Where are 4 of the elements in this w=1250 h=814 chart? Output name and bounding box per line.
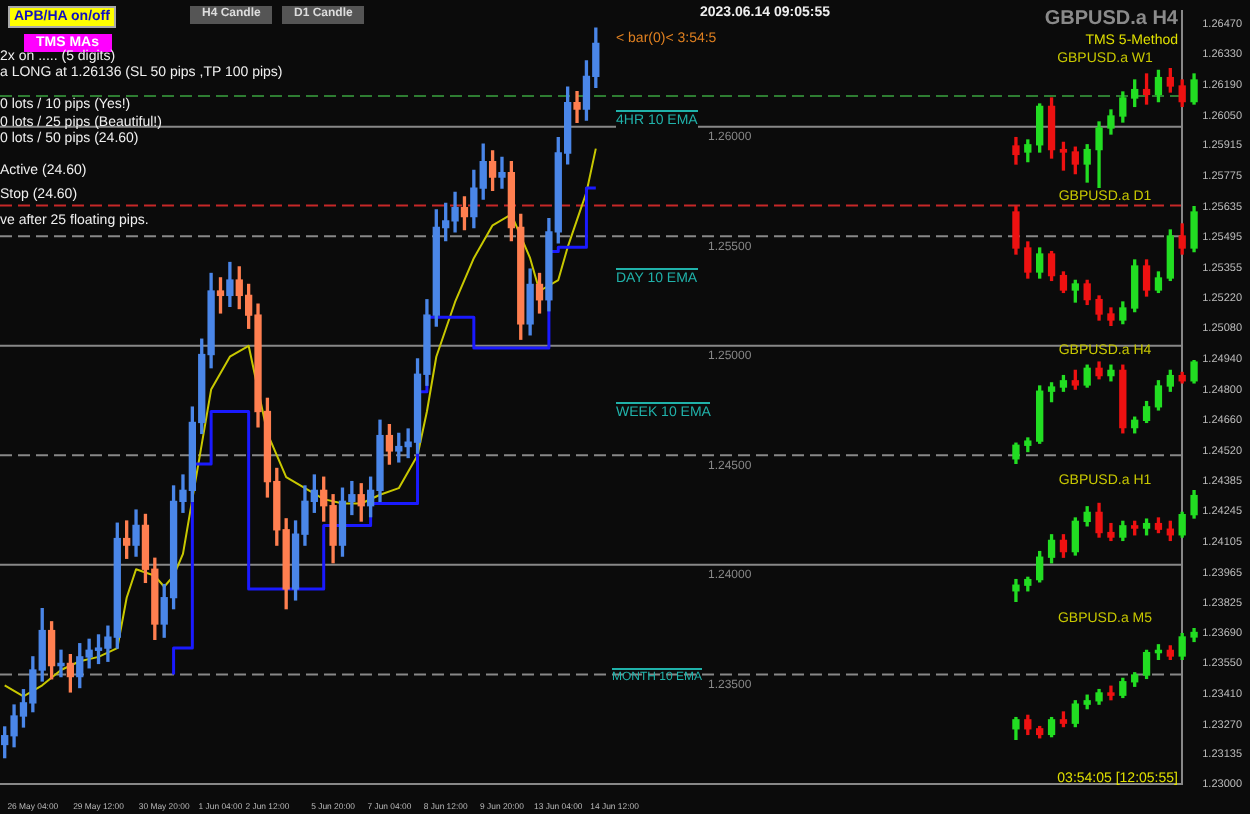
candlestick bbox=[573, 91, 581, 123]
chart-title: GBPUSD.a H4 bbox=[1044, 8, 1178, 30]
candlestick bbox=[498, 156, 506, 189]
candlestick bbox=[57, 649, 65, 678]
